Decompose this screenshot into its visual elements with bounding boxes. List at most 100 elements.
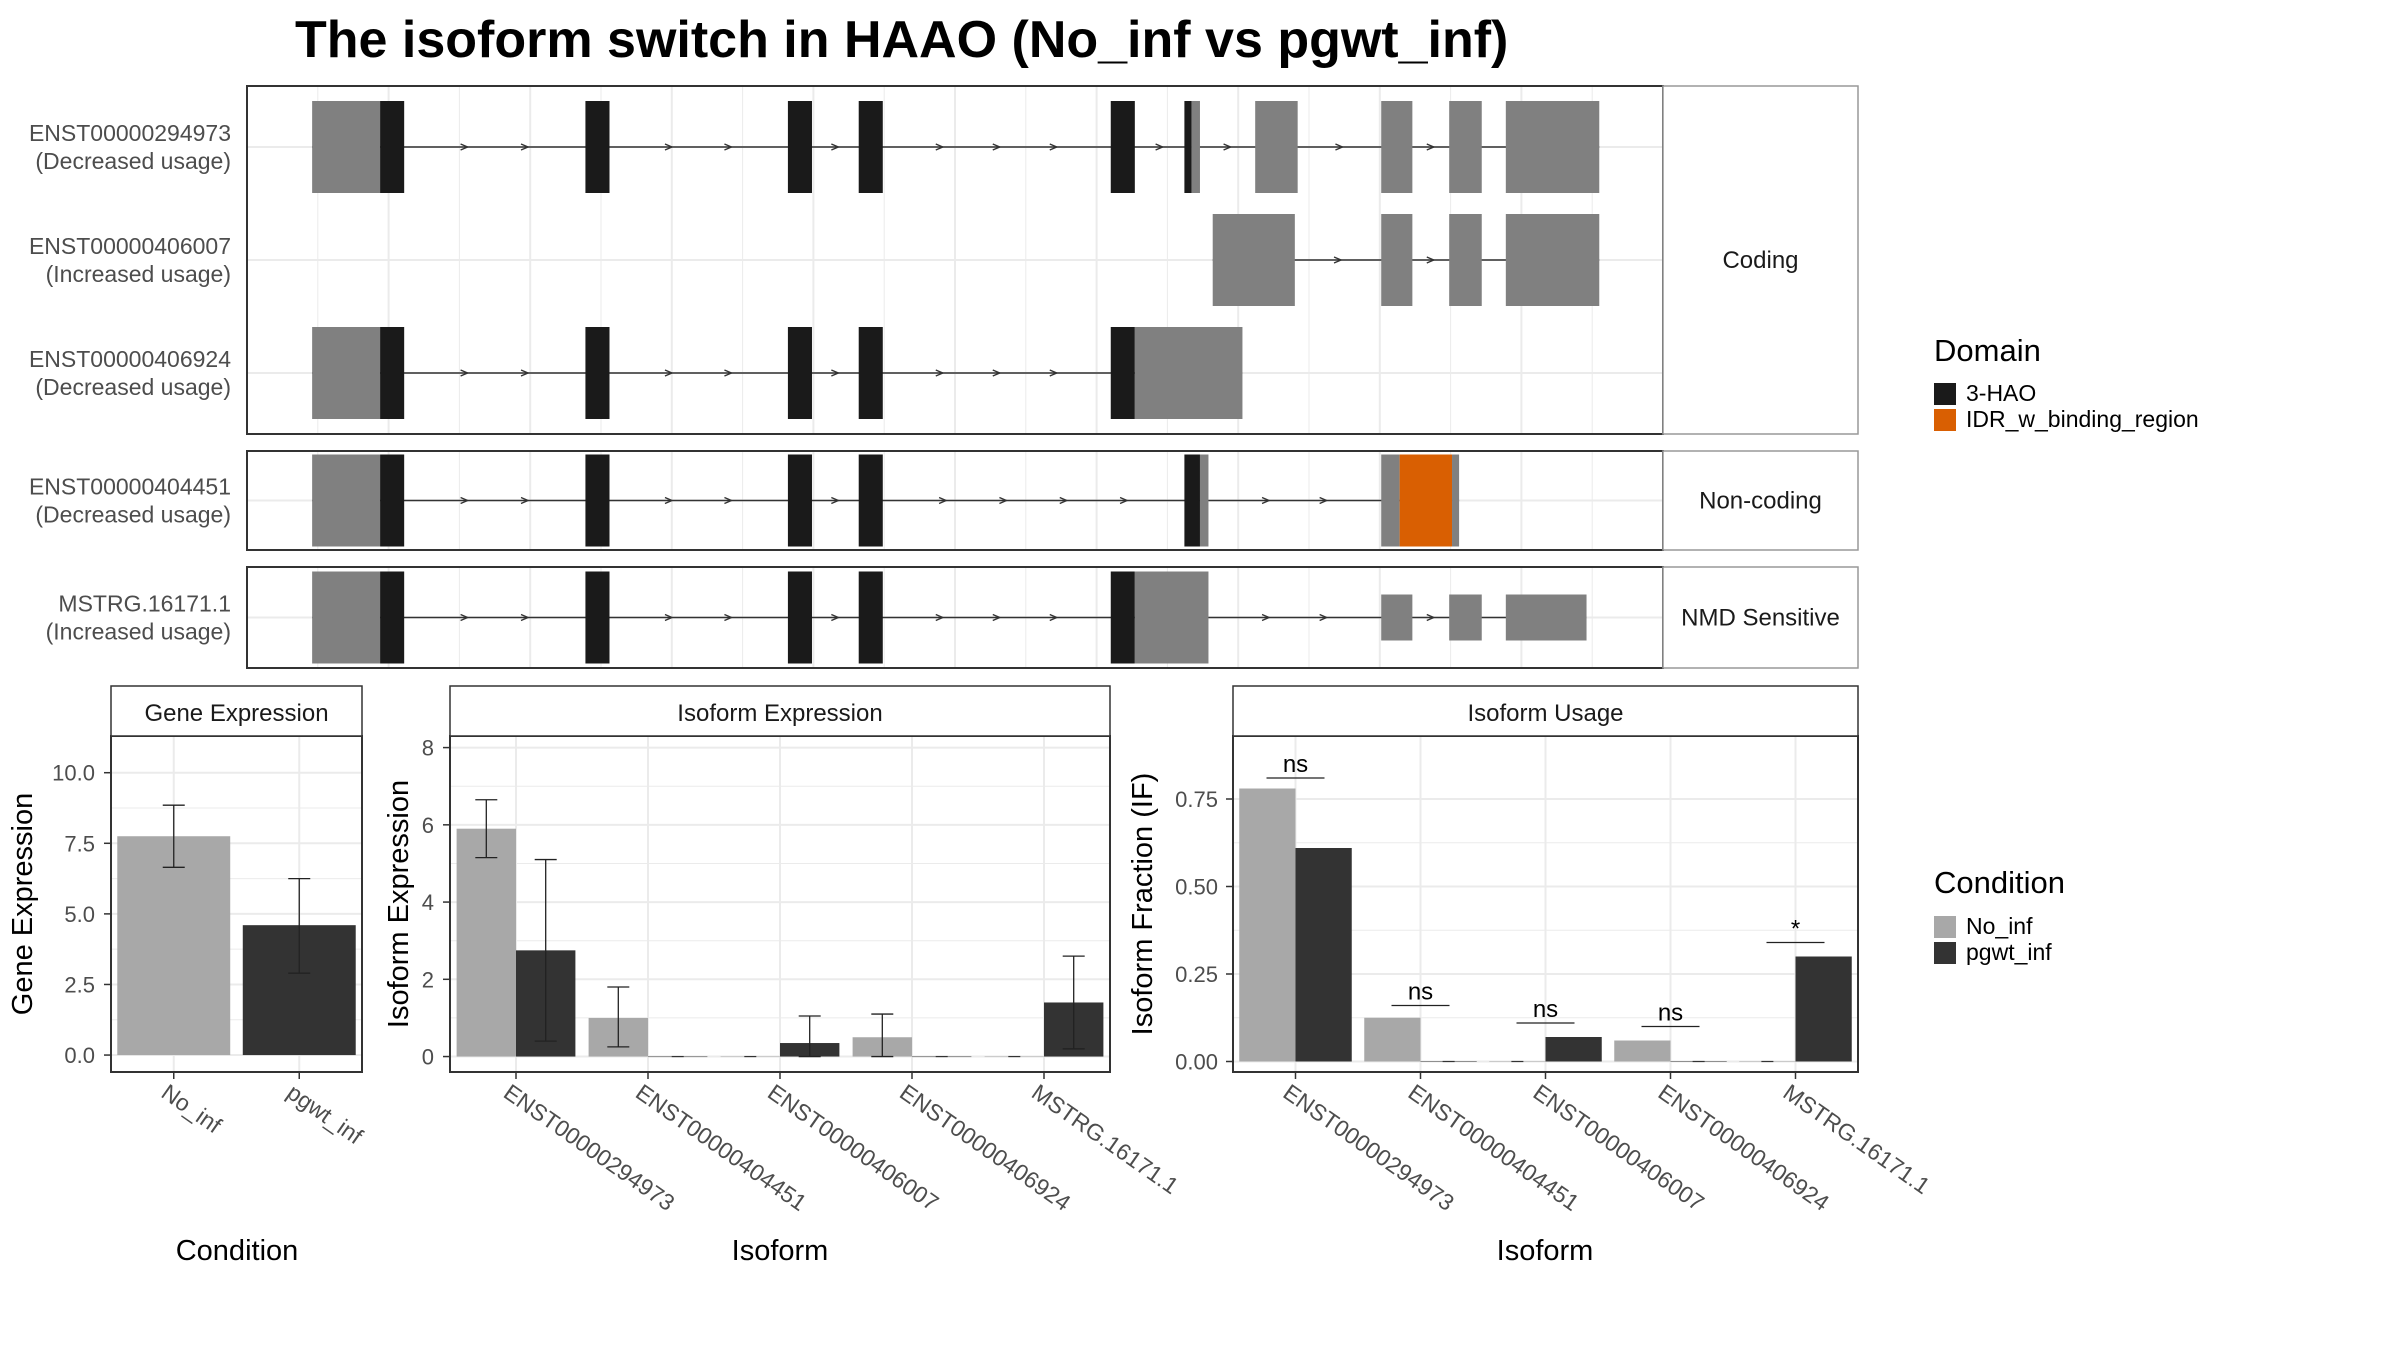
- panel-title: Isoform Usage: [1467, 700, 1623, 727]
- exon: [1255, 101, 1298, 193]
- legend-label: pgwt_inf: [1966, 939, 2052, 965]
- domain-domain_3hao: [380, 454, 405, 547]
- y-tick-label: 0: [422, 1045, 434, 1070]
- isoform-label: ENST00000294973: [29, 120, 231, 146]
- domain-domain_3hao: [787, 101, 812, 193]
- significance-label: ns: [1283, 751, 1308, 778]
- direction-arrow: [935, 143, 945, 151]
- facet-strip: [1232, 685, 1859, 737]
- facet-strip: [449, 685, 1111, 737]
- isoform-usage-label: (Decreased usage): [35, 374, 231, 400]
- direction-arrow: [520, 143, 530, 151]
- direction-arrow: [724, 613, 734, 622]
- exon: [312, 571, 381, 664]
- legend-label: IDR_w_binding_region: [1966, 406, 2199, 432]
- bar: [1545, 1037, 1602, 1062]
- direction-arrow: [520, 496, 530, 505]
- y-tick-label: 0.75: [1175, 787, 1218, 812]
- isoform-usage-label: (Increased usage): [46, 261, 231, 287]
- exon: [1199, 454, 1209, 547]
- structure-panel-2: NMD Sensitive: [246, 566, 1859, 669]
- direction-arrow: [1049, 143, 1059, 151]
- direction-arrow: [1319, 613, 1329, 622]
- direction-arrow: [664, 369, 674, 377]
- y-tick-label: 2: [422, 967, 434, 992]
- bar: [1614, 1040, 1671, 1062]
- direction-arrow: [1335, 143, 1345, 151]
- isoform-usage-label: (Decreased usage): [35, 502, 231, 528]
- y-tick-label: 5.0: [64, 902, 95, 927]
- y-tick-label: 10.0: [52, 761, 95, 786]
- domain-domain_3hao: [380, 327, 405, 419]
- domain-domain_3hao: [380, 101, 405, 193]
- direction-arrow: [1426, 143, 1436, 151]
- exon: [1134, 571, 1209, 664]
- exon: [1449, 594, 1482, 641]
- direction-arrow: [724, 496, 734, 505]
- bar-chart-0: Gene Expression 0.0 2.5 5.0 7.5 10.0 No_inf pgw…: [7, 685, 368, 1267]
- y-tick-label: 0.25: [1175, 962, 1218, 987]
- direction-arrow: [664, 496, 674, 505]
- domain-domain_3hao: [1184, 101, 1192, 193]
- direction-arrow: [831, 143, 841, 151]
- x-axis-title: Isoform: [732, 1235, 829, 1267]
- direction-arrow: [992, 369, 1002, 377]
- direction-arrow: [1261, 613, 1271, 622]
- legend-title: Domain: [1934, 333, 2041, 368]
- facet-strip-label: Coding: [1722, 247, 1798, 274]
- exon: [312, 327, 381, 419]
- y-axis-title: Gene Expression: [7, 793, 39, 1015]
- exon: [1381, 101, 1413, 193]
- panel-title: Gene Expression: [144, 700, 328, 727]
- direction-arrow: [724, 143, 734, 151]
- y-tick-label: 2.5: [64, 972, 95, 997]
- exon: [1449, 101, 1482, 193]
- x-axis-title: Isoform: [1497, 1235, 1594, 1267]
- direction-arrow: [460, 369, 470, 377]
- isoform-label: ENST00000404451: [29, 474, 231, 500]
- domain-domain_3hao: [858, 101, 883, 193]
- direction-arrow: [831, 369, 841, 377]
- direction-arrow: [1049, 369, 1059, 377]
- exon: [312, 454, 381, 547]
- direction-arrow: [724, 369, 734, 377]
- structure-panel-1: Non-coding: [246, 450, 1859, 551]
- domain-domain_3hao: [585, 454, 610, 547]
- domain-domain_3hao: [858, 571, 883, 664]
- exon: [1381, 454, 1400, 547]
- domain-domain_3hao: [787, 571, 812, 664]
- facet-strip: [110, 685, 363, 737]
- direction-arrow: [935, 613, 945, 622]
- y-tick-label: 8: [422, 736, 434, 761]
- direction-arrow: [1059, 496, 1069, 505]
- exon: [1212, 214, 1295, 306]
- exon: [1505, 214, 1600, 306]
- facet-strip-label: NMD Sensitive: [1681, 605, 1840, 632]
- direction-arrow: [992, 613, 1002, 622]
- direction-arrow: [1319, 496, 1329, 505]
- direction-arrow: [1155, 143, 1165, 151]
- facet-strip: [1662, 85, 1859, 435]
- significance-label: ns: [1658, 1000, 1683, 1027]
- x-tick-label: pgwt_inf: [282, 1079, 368, 1150]
- bar: [117, 836, 231, 1056]
- domain-domain_3hao: [1184, 454, 1200, 547]
- legend-key: [1934, 916, 1956, 938]
- legend-key: [1934, 942, 1956, 964]
- domain-domain_3hao: [585, 327, 610, 419]
- direction-arrow: [999, 496, 1009, 505]
- x-axis-title: Condition: [176, 1235, 299, 1267]
- domain-domain_3hao: [380, 571, 405, 664]
- exon: [1381, 594, 1413, 641]
- bar: [1795, 956, 1852, 1062]
- y-tick-label: 0.50: [1175, 875, 1218, 900]
- domain-domain_3hao: [1110, 571, 1135, 664]
- y-axis-title: Isoform Fraction (IF): [1127, 773, 1159, 1036]
- y-axis-title: Isoform Expression: [383, 780, 415, 1028]
- legend-label: 3-HAO: [1966, 380, 2036, 406]
- direction-arrow: [1049, 613, 1059, 622]
- legend-label: No_inf: [1966, 913, 2033, 939]
- direction-arrow: [1333, 256, 1343, 264]
